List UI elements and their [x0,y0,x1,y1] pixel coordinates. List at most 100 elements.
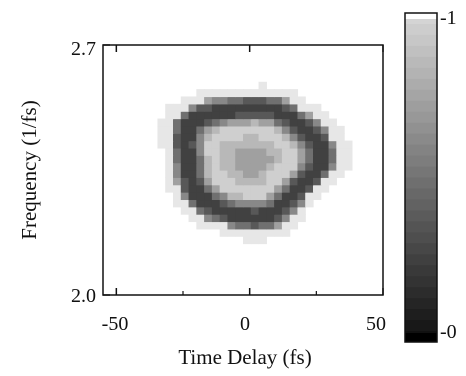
heatmap-cell-267 [243,133,252,142]
heatmap-cell-280 [157,125,166,134]
heatmap-cell-167 [227,162,236,171]
heatmap-cell-247 [281,140,291,149]
heatmap-cell-21 [266,221,275,230]
heatmap-cell-92 [313,192,322,201]
heatmap-cell-138 [180,170,190,178]
heatmap-cell-373 [219,96,229,105]
heatmap-cell-245 [266,140,275,149]
heatmap-cell-214 [219,147,229,156]
heatmap-cell-94 [173,184,182,193]
heatmap-cell-241 [235,140,244,149]
heatmap-cell-204 [328,155,337,164]
heatmap-cell-291 [243,125,252,134]
heatmap-cell-149 [266,170,275,178]
heatmap-cell-321 [289,118,299,127]
heatmap-cell-254 [336,140,345,149]
heatmap-cell-206 [344,155,353,164]
heatmap-cell-177 [305,162,314,171]
heatmap-cell-68 [266,199,275,208]
heatmap-cell-307 [180,118,190,127]
heatmap-cell-323 [305,118,314,127]
heatmap-cell-365 [297,103,306,112]
heatmap-cell-137 [173,170,182,178]
heatmap-cell-355 [219,103,229,112]
heatmap-cell-160 [173,162,182,171]
heatmap-cell-208 [173,147,182,156]
heatmap-cell-244 [258,140,267,149]
heatmap-cell-176 [297,162,306,171]
heatmap-cell-382 [289,96,299,105]
heatmap-cell-251 [313,140,322,149]
heatmap-cell-239 [219,140,229,149]
colorbar-band-27 [405,309,437,321]
heatmap-cell-396 [289,89,299,98]
heatmap-cell-218 [250,147,260,156]
heatmap-cell-54 [289,206,299,215]
heatmap-cell-99 [211,184,221,193]
heatmap-cell-265 [227,133,236,142]
heatmap-cell-120 [211,177,221,186]
heatmap-cell-64 [235,199,244,208]
heatmap-cell-369 [188,96,197,105]
heatmap-cell-266 [235,133,244,142]
heatmap-cell-38 [289,214,299,223]
heatmap-cell-36 [274,214,283,223]
colorbar-band-26 [405,298,437,310]
heatmap-cell-345 [305,111,314,120]
heatmap-cell-199 [289,155,299,164]
heatmap-cell-97 [196,184,205,193]
heatmap-cell-58 [188,199,197,208]
heatmap-cell-232 [165,140,174,149]
heatmap-cell-237 [204,140,213,149]
heatmap-cell-106 [266,184,275,193]
heatmap-cell-216 [235,147,244,156]
heatmap-cell-134 [320,177,330,186]
heatmap-cell-289 [227,125,236,134]
heatmap-cell-2 [258,236,267,245]
colorbar-band-22 [405,254,437,266]
heatmap-cell-255 [344,140,353,149]
heatmap-cell-95 [180,184,190,193]
heatmap-cell-272 [281,133,291,142]
heatmap-cell-223 [289,147,299,156]
heatmap-cell-325 [320,118,330,127]
heatmap-cell-169 [243,162,252,171]
heatmap-cell-196 [266,155,275,164]
heatmap-cell-335 [227,111,236,120]
heatmap-cell-358 [243,103,252,112]
heatmap-cell-126 [258,177,267,186]
heatmap-cell-226 [313,147,322,156]
heatmap-cell-150 [274,170,283,178]
x-tick-label-middle: 0 [240,313,250,335]
heatmap-cell-183 [165,155,174,164]
heatmap-cell-334 [219,111,229,120]
heatmap-cell-354 [211,103,221,112]
heatmap-cell-123 [235,177,244,186]
y-tick-label-top: 2.7 [71,38,96,60]
heatmap-cell-331 [196,111,205,120]
heatmap-cell-144 [227,170,236,178]
heatmap-cell-380 [274,96,283,105]
heatmap-cell-312 [219,118,229,127]
heatmap-cell-362 [274,103,283,112]
plot-frame [102,44,384,296]
heatmap-cell-75 [180,192,190,201]
heatmap-cell-62 [219,199,229,208]
colorbar-top-swatch [405,13,437,19]
colorbar-band-12 [405,144,437,157]
heatmap-cell-189 [211,155,221,164]
heatmap-cell-118 [196,177,205,186]
heatmap-cell-119 [204,177,213,186]
heatmap-cell-350 [180,103,190,112]
heatmap-cell-170 [250,162,260,171]
colorbar-bottom-swatch [405,333,437,342]
heatmap-cell-308 [188,118,197,127]
colorbar-band-23 [405,265,437,277]
heatmap-cell-63 [227,199,236,208]
heatmap-cell-162 [188,162,197,171]
heatmap-cell-367 [313,103,322,112]
heatmap-cell-53 [281,206,291,215]
heatmap-cell-18 [243,221,252,230]
heatmap-cell-287 [211,125,221,134]
heatmap-cell-342 [281,111,291,120]
